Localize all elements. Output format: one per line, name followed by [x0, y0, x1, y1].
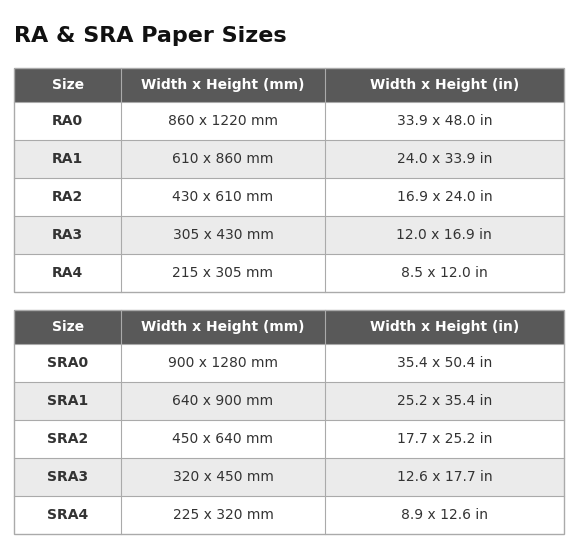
Text: RA & SRA Paper Sizes: RA & SRA Paper Sizes: [14, 26, 287, 46]
Bar: [14, 310, 564, 344]
Text: SRA0: SRA0: [47, 356, 88, 370]
Text: RA4: RA4: [52, 266, 83, 280]
Text: SRA2: SRA2: [47, 432, 88, 446]
Text: Width x Height (in): Width x Height (in): [370, 78, 519, 92]
Text: 430 x 610 mm: 430 x 610 mm: [172, 190, 273, 204]
Text: 610 x 860 mm: 610 x 860 mm: [172, 152, 274, 166]
Text: 24.0 x 33.9 in: 24.0 x 33.9 in: [397, 152, 492, 166]
Bar: [14, 102, 564, 140]
Text: 305 x 430 mm: 305 x 430 mm: [173, 228, 273, 242]
Text: SRA1: SRA1: [47, 394, 88, 408]
Bar: [14, 254, 564, 292]
Text: Size: Size: [51, 320, 84, 334]
Bar: [14, 68, 564, 292]
Text: Width x Height (mm): Width x Height (mm): [141, 78, 305, 92]
Text: RA0: RA0: [52, 114, 83, 128]
Text: 25.2 x 35.4 in: 25.2 x 35.4 in: [397, 394, 492, 408]
Text: 8.9 x 12.6 in: 8.9 x 12.6 in: [401, 508, 488, 522]
Text: 16.9 x 24.0 in: 16.9 x 24.0 in: [397, 190, 492, 204]
Text: 12.0 x 16.9 in: 12.0 x 16.9 in: [397, 228, 492, 242]
Bar: [14, 140, 564, 178]
Bar: [14, 216, 564, 254]
Bar: [14, 68, 564, 102]
Bar: [14, 420, 564, 458]
Text: 33.9 x 48.0 in: 33.9 x 48.0 in: [397, 114, 492, 128]
Bar: [14, 310, 564, 534]
Text: Width x Height (in): Width x Height (in): [370, 320, 519, 334]
Text: Size: Size: [51, 78, 84, 92]
Text: 640 x 900 mm: 640 x 900 mm: [172, 394, 273, 408]
Text: 900 x 1280 mm: 900 x 1280 mm: [168, 356, 278, 370]
Text: 8.5 x 12.0 in: 8.5 x 12.0 in: [401, 266, 488, 280]
Text: 215 x 305 mm: 215 x 305 mm: [172, 266, 273, 280]
Bar: [14, 382, 564, 420]
Bar: [14, 496, 564, 534]
Text: SRA3: SRA3: [47, 470, 88, 484]
Text: Width x Height (mm): Width x Height (mm): [141, 320, 305, 334]
Text: 17.7 x 25.2 in: 17.7 x 25.2 in: [397, 432, 492, 446]
Text: 450 x 640 mm: 450 x 640 mm: [172, 432, 273, 446]
Bar: [14, 344, 564, 382]
Bar: [14, 178, 564, 216]
Text: 320 x 450 mm: 320 x 450 mm: [173, 470, 273, 484]
Text: 225 x 320 mm: 225 x 320 mm: [173, 508, 273, 522]
Text: 860 x 1220 mm: 860 x 1220 mm: [168, 114, 278, 128]
Text: SRA4: SRA4: [47, 508, 88, 522]
Text: 35.4 x 50.4 in: 35.4 x 50.4 in: [397, 356, 492, 370]
Text: RA3: RA3: [52, 228, 83, 242]
Text: 12.6 x 17.7 in: 12.6 x 17.7 in: [397, 470, 492, 484]
Bar: [14, 458, 564, 496]
Text: RA1: RA1: [52, 152, 83, 166]
Text: RA2: RA2: [52, 190, 83, 204]
